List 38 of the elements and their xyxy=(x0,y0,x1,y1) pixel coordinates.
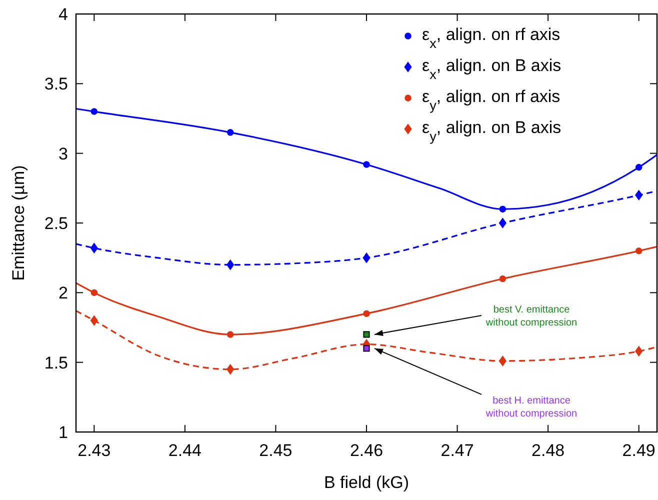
point xyxy=(90,242,98,254)
point xyxy=(499,275,506,282)
y-tick-label: 1 xyxy=(58,423,68,442)
y-tick-label: 1.5 xyxy=(44,353,68,372)
point xyxy=(363,310,370,317)
legend-label: ε$_{y}$, align. on B axis xyxy=(422,118,562,144)
point xyxy=(226,331,234,338)
legend-label: ε$_{y}$, align. on rf axis xyxy=(422,87,560,112)
point xyxy=(90,289,98,296)
y-tick-label: 2.5 xyxy=(44,214,68,233)
point xyxy=(363,331,370,338)
y-tick-label: 2 xyxy=(58,284,68,303)
x-tick-label: 2.45 xyxy=(259,441,292,460)
point xyxy=(635,164,642,171)
point xyxy=(498,218,506,228)
x-tick-label: 2.44 xyxy=(168,441,202,460)
point xyxy=(90,108,98,115)
x-tick-label: 2.47 xyxy=(440,441,474,460)
point xyxy=(498,356,506,366)
annotation: best H. emittance without compression xyxy=(484,395,578,420)
x-tick-label: 2.49 xyxy=(622,441,656,460)
y-tick-label: 3.5 xyxy=(44,74,68,94)
x-tick-label: 2.43 xyxy=(78,441,111,460)
point xyxy=(363,345,370,352)
y-axis-title: Emittance (µm) xyxy=(9,165,28,281)
point xyxy=(363,161,370,168)
annotation: best V. emittance without compression xyxy=(484,304,578,328)
x-tick-label: 2.48 xyxy=(532,441,565,460)
point xyxy=(226,129,234,136)
y-tick-label: 3 xyxy=(58,144,68,164)
legend-label: ε$_{x}$, align. on rf axis xyxy=(422,25,560,50)
x-axis-title: B field (kG) xyxy=(324,473,410,492)
x-tick-label: 2.46 xyxy=(350,441,384,460)
point xyxy=(499,206,506,212)
y-tick-label: 4 xyxy=(58,5,68,24)
legend-label: ε$_{x}$, align. on B axis xyxy=(422,56,562,82)
point xyxy=(635,247,642,254)
point xyxy=(90,315,98,326)
